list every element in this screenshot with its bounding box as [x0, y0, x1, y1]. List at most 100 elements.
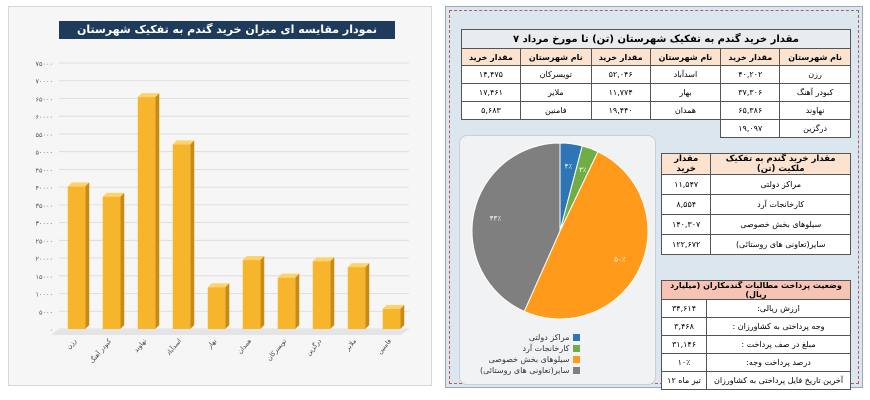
- table-cell: اسدآباد: [649, 65, 722, 84]
- table-row: ارزش ریالی: ۳۴,۶۱۴: [660, 299, 851, 318]
- table-row: کبودر آهنگ ۳۷,۳۰۶ بهار ۱۱,۷۷۴ ملایر ۱۷,۴…: [461, 83, 851, 102]
- bar-side: [365, 263, 370, 329]
- table-cell: ۴۰,۲۰۲: [720, 65, 781, 84]
- table-cell: سایر(تعاونی های روستائی): [710, 234, 851, 255]
- payment-status-table: وضعیت پرداخت مطالبات گندمکاران (میلیارد …: [660, 280, 851, 390]
- table-cell: ۱۱,۵۴۷: [660, 174, 712, 195]
- y-tick-label: ۴۵۰۰۰: [36, 166, 53, 174]
- bar-top: [277, 273, 300, 278]
- table-row: درگزین ۱۹,۰۹۷: [462, 119, 851, 138]
- table-cell: ۱۰٪: [660, 353, 708, 372]
- bar-side: [330, 257, 335, 329]
- bar-top: [207, 283, 230, 288]
- pie-slice: [523, 150, 649, 320]
- table-cell: ۱۹,۴۴۰: [590, 101, 651, 120]
- y-tick-label: ۱۰۰۰۰: [36, 291, 53, 299]
- y-tick-label: ۲۰۰۰۰: [36, 255, 53, 263]
- table-cell: وجه پرداختی به کشاورزان :: [706, 317, 851, 336]
- table-cell: ۱۴۰,۳۰۷: [660, 214, 712, 235]
- bar-side: [400, 304, 405, 329]
- bar: [277, 277, 296, 329]
- bar: [102, 196, 121, 329]
- table-cell: ۱۹,۰۹۷: [720, 119, 781, 138]
- table-cell: مراکز دولتی: [710, 174, 851, 195]
- table-cell: ملایر: [519, 83, 592, 102]
- table-cell: ۳۱,۱۴۶: [660, 335, 708, 354]
- table-cell: درگزین: [779, 119, 851, 138]
- bar-side: [155, 93, 160, 329]
- bar: [382, 308, 401, 329]
- table-row: کارخانجات آرد ۸,۵۵۴: [660, 194, 851, 215]
- bar-side: [295, 273, 300, 329]
- table-row: آخرین تاریخ فایل پرداختی به کشاورزان تیر…: [660, 371, 851, 390]
- table-row: درصد پرداخت وجه: ۱۰٪: [660, 353, 851, 372]
- table-cell: سیلوهای بخش خصوصی: [710, 214, 851, 235]
- table-cell: ارزش ریالی:: [706, 299, 851, 318]
- ownership-purchase-table: مقدار خرید گندم به تفکیک ملکیت (تن) مقدا…: [660, 153, 851, 255]
- legend-label: مراکز دولتی: [528, 333, 570, 342]
- x-tick-label: فامنین: [376, 337, 393, 356]
- bar-top: [312, 257, 335, 262]
- legend-item: سیلوهای بخش خصوصی: [480, 354, 581, 365]
- table-cell: ۳۴,۶۱۴: [660, 299, 708, 318]
- bar: [172, 144, 191, 329]
- y-tick-label: ۶۵۰۰۰: [36, 95, 53, 103]
- legend-label: کارخانجات آرد: [522, 344, 570, 353]
- pie-slice-label: ۴۳٪: [490, 214, 502, 222]
- y-tick-label: ۵۰۰۰: [39, 308, 53, 316]
- pie-slice: [471, 142, 561, 313]
- table-row: مبلغ در صف پرداخت : ۳۱,۱۴۶: [660, 335, 851, 354]
- y-tick-label: ۶۰۰۰۰: [36, 113, 53, 121]
- legend-label: سایر(تعاونی های روستائی): [480, 366, 570, 375]
- pie-chart: ۴٪ ۳٪ ۵۰٪ ۴۳٪: [471, 142, 649, 320]
- city-table-header: نام شهرستان: [519, 48, 592, 66]
- table-row: سیلوهای بخش خصوصی ۱۴۰,۳۰۷: [660, 214, 851, 235]
- y-tick-label: ۵۵۰۰۰: [36, 131, 53, 139]
- y-tick-label: ۳۵۰۰۰: [36, 202, 53, 210]
- x-tick-label: همدان: [236, 337, 254, 356]
- bar: [137, 97, 156, 329]
- y-tick-label: ۱۵۰۰۰: [36, 273, 53, 281]
- legend-swatch: [573, 356, 581, 363]
- bar-side: [120, 192, 125, 329]
- table-cell: ۱۷,۴۶۱: [461, 83, 521, 102]
- bar-chart-panel: نمودار مقایسه ای میزان خرید گندم به تفکی…: [8, 6, 432, 386]
- city-table-header: مقدار خرید: [590, 48, 651, 66]
- city-table-header: مقدار خرید: [720, 48, 781, 66]
- table-cell: ۱۲۲,۶۷۲: [660, 234, 712, 255]
- bar-side: [225, 283, 230, 329]
- x-tick-label: رزن: [65, 337, 78, 351]
- bar: [67, 186, 86, 329]
- legend-label: سیلوهای بخش خصوصی: [488, 355, 570, 364]
- bar: [207, 287, 226, 329]
- pie-chart-panel: ۴٪ ۳٪ ۵۰٪ ۴۳٪ مراکز دولتی کارخانجات آرد سیل…: [459, 135, 656, 385]
- bar: [242, 260, 261, 329]
- bar-side: [190, 140, 195, 329]
- bar-top: [102, 192, 125, 197]
- table-cell: تیر ماه ۱۲: [660, 371, 708, 390]
- ownership-table-header: مقدار خرید: [660, 153, 712, 175]
- table-cell: ۸,۵۵۴: [660, 194, 712, 215]
- table-cell: ۳,۴۶۸: [660, 317, 708, 336]
- y-tick-label: ۴۰۰۰۰: [36, 184, 53, 192]
- table-row: سایر(تعاونی های روستائی) ۱۲۲,۶۷۲: [660, 234, 851, 255]
- table-cell: ۵۲,۰۴۶: [590, 65, 651, 84]
- table-cell: نهاوند: [779, 101, 851, 120]
- chart-floor: [51, 329, 409, 335]
- table-cell: مبلغ در صف پرداخت :: [706, 335, 851, 354]
- table-cell: آخرین تاریخ فایل پرداختی به کشاورزان: [706, 371, 851, 390]
- x-tick-label: تویسرکان: [265, 337, 288, 362]
- city-table-header: نام شهرستان: [649, 48, 722, 66]
- table-row: رزن ۴۰,۲۰۲ اسدآباد ۵۲,۰۴۶ تویسرکان ۱۴,۴۷…: [461, 65, 851, 84]
- x-tick-label: نهاوند: [132, 337, 148, 354]
- city-table-title: مقدار خرید گندم به تفکیک شهرستان (تن) تا…: [461, 29, 851, 49]
- table-row: وجه پرداختی به کشاورزان : ۳,۴۶۸: [660, 317, 851, 336]
- table-cell: ۱۱,۷۷۴: [590, 83, 651, 102]
- table-cell: فامنین: [519, 101, 592, 120]
- y-tick-label: ۵۰۰۰۰: [36, 149, 53, 157]
- bar-top: [137, 93, 160, 98]
- x-tick-label: درگزین: [304, 337, 323, 357]
- x-tick-label: بهار: [205, 337, 218, 351]
- bar-side: [85, 182, 90, 329]
- bar-chart: ۰ ۵۰۰۰ ۱۰۰۰۰ ۱۵۰۰۰ ۲۰۰۰۰ ۲۵۰۰۰ ۳۰۰۰۰ ۳۵۰۰۰ ۴۰۰۰۰…: [36, 60, 409, 365]
